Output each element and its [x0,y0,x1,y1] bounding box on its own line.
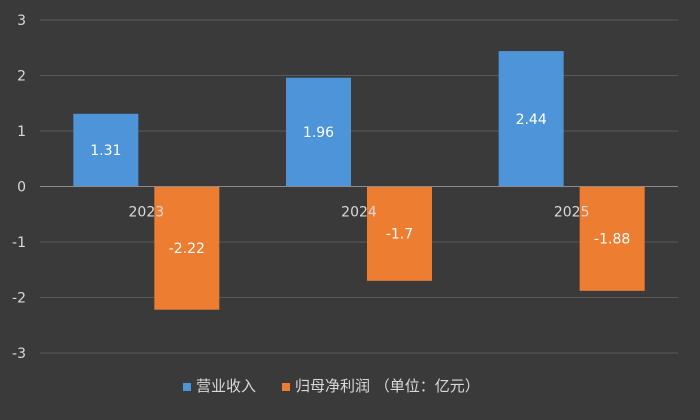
y-axis-ticks: 3 2 1 0 -1 -2 -3 [12,13,26,362]
bar-revenue-2025 [498,51,564,187]
category-label: 2023 [129,205,165,221]
y-tick-label: 0 [17,180,26,196]
y-tick-label: -3 [12,346,26,362]
y-tick-label: 3 [17,13,26,29]
data-label: 1.31 [90,143,121,159]
data-label: 1.96 [303,125,334,141]
category-label: 2025 [554,205,590,221]
y-tick-label: -1 [12,235,26,251]
bar-net-profit-2023 [154,186,220,310]
gridlines [40,19,678,354]
data-labels: 1.31 -2.22 1.96 -1.7 2.44 -1.88 [90,112,630,257]
legend-swatch-revenue [183,383,191,391]
legend-label-revenue: 营业收入 [196,377,256,395]
bar-net-profit-2025 [579,186,645,291]
y-tick-label: -2 [12,291,26,307]
bar-revenue-2023 [73,113,139,187]
bars [73,51,645,310]
legend: 营业收入 归母净利润 （单位：亿元） [183,377,480,395]
legend-swatch-net-profit [282,383,290,391]
y-tick-label: 1 [17,124,26,140]
category-label: 2024 [341,205,377,221]
data-label: -2.22 [169,241,205,257]
data-label: 2.44 [516,112,547,128]
data-label: -1.88 [594,232,630,248]
legend-label-net-profit: 归母净利润 （单位：亿元） [295,377,480,395]
bar-net-profit-2024 [367,186,432,281]
y-tick-label: 2 [17,69,26,85]
bar-revenue-2024 [286,77,351,187]
data-label: -1.7 [386,227,413,243]
category-labels: 2023 2024 2025 [129,205,590,221]
